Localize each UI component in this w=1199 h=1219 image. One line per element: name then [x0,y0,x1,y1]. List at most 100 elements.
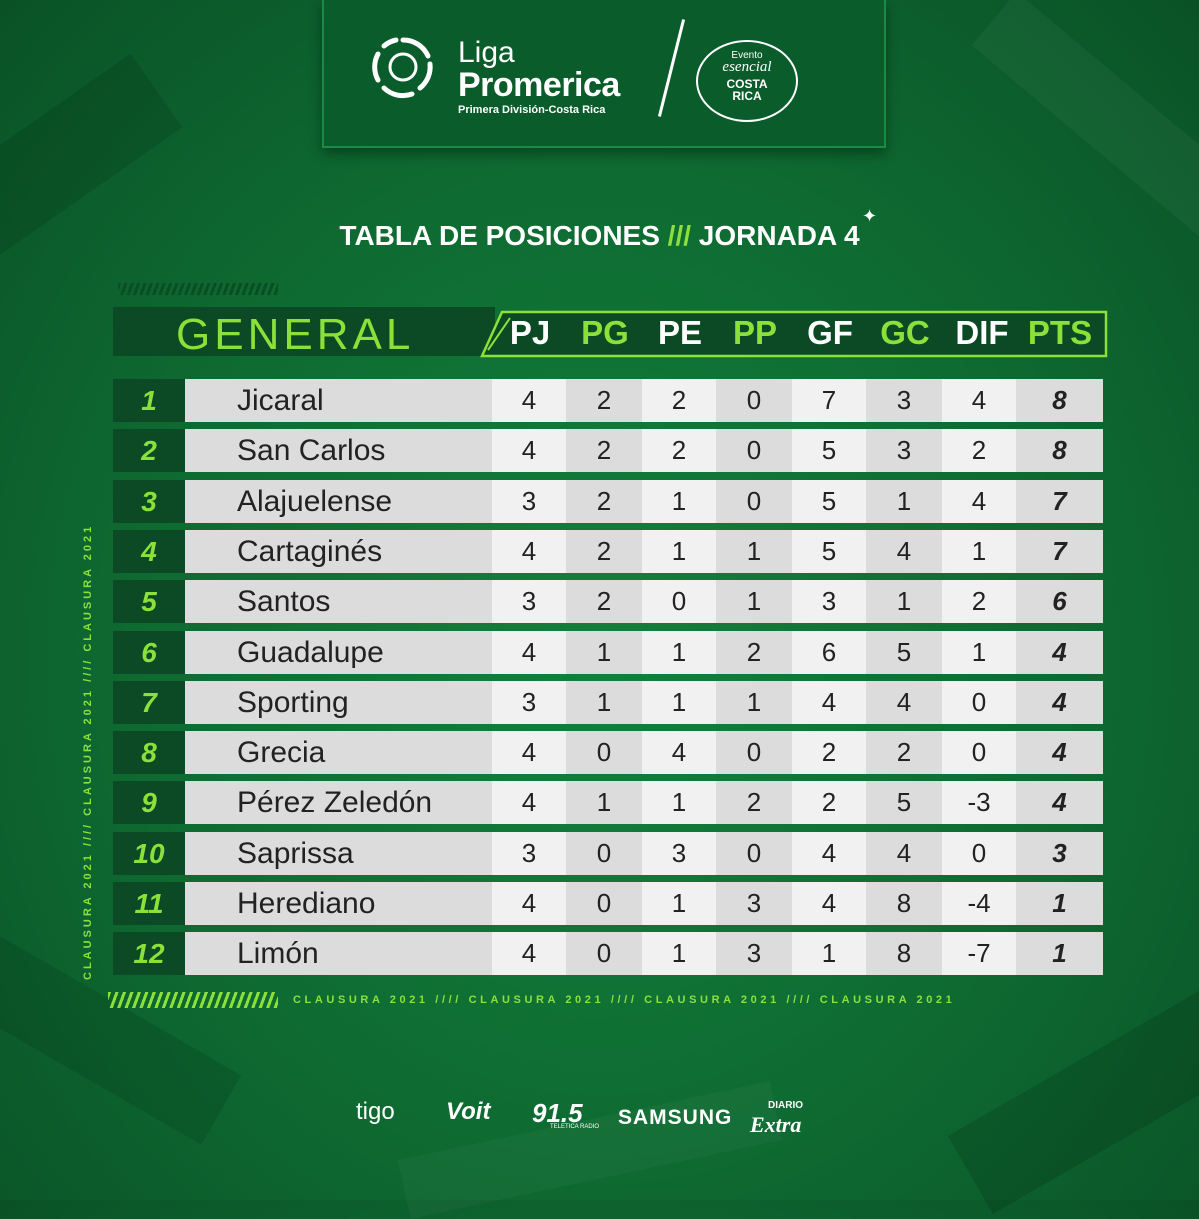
badge-line1: Evento [731,50,763,61]
stat-pj: 3 [492,680,566,724]
stat-pe: 1 [642,680,716,724]
table-row: 3 Alajuelense 3 2 1 0 5 1 4 7 [113,479,1105,523]
stat-gf: 5 [792,529,866,573]
stat-pts: 3 [1016,831,1103,875]
column-header-dif: DIF [955,314,1009,351]
column-header-pj: PJ [509,314,551,351]
badge-line3: COSTA [726,77,768,91]
stat-pts: 1 [1016,882,1103,925]
stat-pp: 1 [716,580,792,624]
stat-gc: 3 [866,429,942,473]
column-header-gf: GF [807,314,853,351]
column-header-band [480,310,1108,358]
page-title: TABLA DE POSICIONES /// JORNADA 4 [0,220,1199,252]
position-cell: 5 [113,580,185,624]
stat-pp: 0 [716,379,792,422]
stat-pp: 1 [716,529,792,573]
stat-pg: 0 [566,831,642,875]
table-row: 1 Jicaral 4 2 2 0 7 3 4 8 [113,379,1105,422]
stat-pts: 8 [1016,379,1103,422]
badge-line2: esencial [722,59,772,75]
stat-gf: 4 [792,831,866,875]
position-cell: 7 [113,680,185,724]
team-cell: San Carlos [185,429,492,473]
stat-pts: 4 [1016,731,1103,775]
table-row: 9 Pérez Zeledón 4 1 1 2 2 5 -3 4 [113,781,1105,825]
stat-pg: 2 [566,479,642,523]
stat-dif: 0 [942,680,1016,724]
team-cell: Jicaral [185,379,492,422]
table-row: 7 Sporting 3 1 1 1 4 4 0 4 [113,680,1105,724]
decorative-stripes-bottom [108,992,278,1008]
stat-pg: 0 [566,932,642,976]
stat-dif: 0 [942,731,1016,775]
stat-gc: 4 [866,831,942,875]
position-cell: 8 [113,731,185,775]
stat-gc: 8 [866,882,942,925]
stat-gc: 1 [866,580,942,624]
team-name: Limón [237,937,319,971]
background-shape [971,0,1199,239]
stat-gf: 5 [792,479,866,523]
column-header-pe: PE [657,314,703,351]
table-row: 4 Cartaginés 4 2 1 1 5 4 1 7 [113,529,1105,573]
stat-pj: 4 [492,630,566,674]
stat-pe: 1 [642,781,716,825]
position-cell: 6 [113,630,185,674]
stat-pj: 4 [492,882,566,925]
team-name: Sporting [237,685,349,719]
team-cell: Pérez Zeledón [185,781,492,825]
stat-gc: 3 [866,379,942,422]
team-name: Pérez Zeledón [237,786,433,820]
stat-gc: 5 [866,781,942,825]
position-cell: 1 [113,379,185,422]
team-cell: Saprissa [185,831,492,875]
stat-pg: 2 [566,429,642,473]
stat-pe: 1 [642,630,716,674]
stat-dif: 2 [942,429,1016,473]
column-header-pts: PTS [1027,314,1093,351]
position-cell: 2 [113,429,185,473]
sponsor-radio: 91.5 [532,1098,583,1128]
team-cell: Santos [185,580,492,624]
table-row: 11 Herediano 4 0 1 3 4 8 -4 1 [113,882,1105,925]
stat-gc: 4 [866,529,942,573]
team-name: Jicaral [237,384,324,417]
team-name: Saprissa [237,836,354,870]
team-name: Santos [237,585,331,619]
team-cell: Limón [185,932,492,976]
column-header-gc: GC [880,314,930,351]
team-name: Guadalupe [237,635,384,669]
position-cell: 3 [113,479,185,523]
stat-pts: 4 [1016,680,1103,724]
stat-pe: 0 [642,580,716,624]
stat-pj: 4 [492,731,566,775]
table-row: 6 Guadalupe 4 1 1 2 6 5 1 4 [113,630,1105,674]
stat-dif: 4 [942,479,1016,523]
stat-pp: 3 [716,932,792,976]
stat-pj: 4 [492,781,566,825]
stat-dif: 1 [942,529,1016,573]
badge-country: COSTA RICA [698,78,796,102]
brand-promerica: Promerica [458,66,620,104]
sponsor-extra: Extra [750,1112,802,1137]
team-cell: Alajuelense [185,479,492,523]
team-name: Herediano [237,887,376,920]
evento-esencial-badge: Evento esencial COSTA RICA [696,40,798,122]
position-cell: 9 [113,781,185,825]
stat-gf: 1 [792,932,866,976]
position-cell: 10 [113,831,185,875]
stat-pp: 0 [716,479,792,523]
team-cell: Guadalupe [185,630,492,674]
badge-line4: RICA [732,89,762,103]
stat-pts: 4 [1016,781,1103,825]
stat-pj: 3 [492,479,566,523]
team-cell: Sporting [185,680,492,724]
team-name: Grecia [237,736,326,770]
stat-pp: 2 [716,781,792,825]
stat-pts: 4 [1016,630,1103,674]
team-cell: Grecia [185,731,492,775]
stat-pp: 0 [716,831,792,875]
stat-dif: -7 [942,932,1016,976]
stat-dif: 1 [942,630,1016,674]
